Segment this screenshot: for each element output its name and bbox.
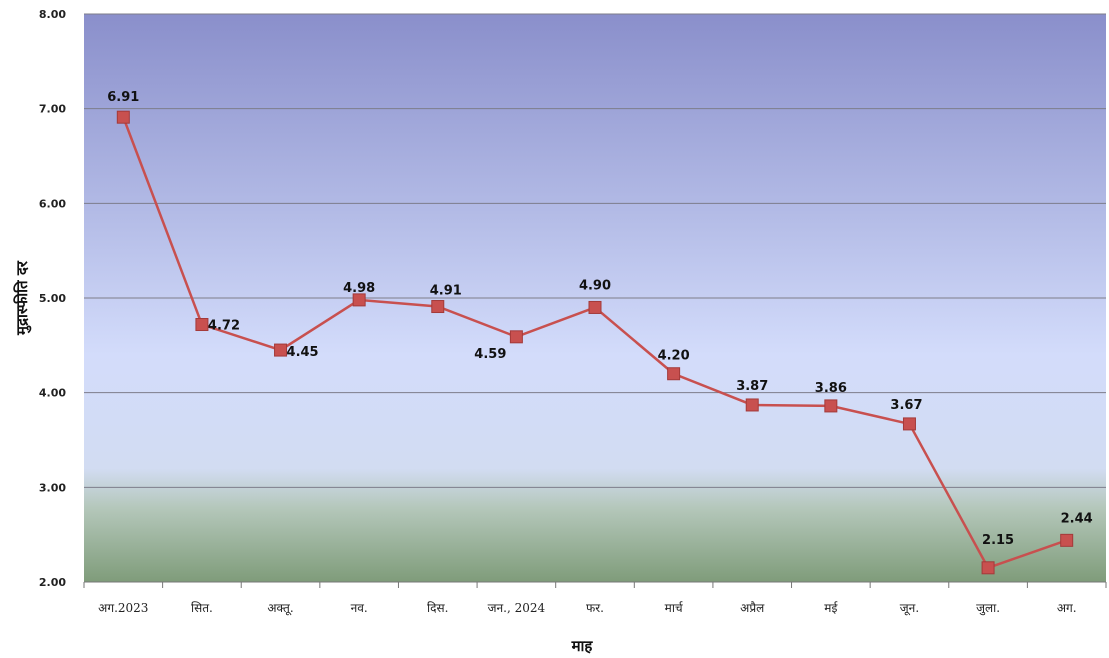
y-axis-title: मुद्रास्फीति दर [13,260,32,336]
data-point-marker [431,300,445,314]
y-tick-label: 7.00 [39,103,66,116]
data-labels: 6.91 4.72 4.45 4.98 4.91 4.59 4.90 4.20 3.87 3.86… [107,90,1092,548]
y-tick-label: 4.00 [39,387,66,400]
x-tick-label: जून. [900,601,919,616]
data-point-marker [1060,533,1074,547]
data-label: 4.59 [474,347,506,362]
y-tick-label: 6.00 [39,197,66,210]
data-label: 2.15 [982,533,1014,548]
x-tick-label: जुला. [976,601,1000,616]
y-tick-label: 3.00 [39,481,66,494]
data-label: 6.91 [107,90,139,105]
data-point-marker [116,110,130,124]
x-tick-label: अप्रैल [740,601,765,615]
grid-lines [84,13,1106,488]
x-tick-label: नव. [351,601,368,615]
x-axis-title: माह [571,637,594,655]
data-label: 4.72 [208,319,240,334]
data-label: 4.91 [430,284,462,299]
data-point-marker [274,343,288,357]
data-point-marker [509,330,523,344]
data-point-marker [745,398,759,412]
x-tick-label: अक्तू. [267,601,293,616]
y-tick-label: 8.00 [39,8,66,21]
data-label: 4.98 [343,281,375,296]
x-tick-label: सित. [191,601,213,615]
x-tick-label: फर. [586,601,604,615]
x-axis: अग.2023 सित. अक्तू. नव. दिस. जन., 2024 फर. मार्… [83,581,1107,616]
data-point-marker [195,318,209,332]
y-tick-label: 2.00 [39,576,66,589]
data-label: 3.86 [815,381,847,396]
data-label: 4.20 [658,349,690,364]
data-point-marker [902,417,916,431]
data-point-marker [667,367,681,381]
data-point-marker [588,300,602,314]
y-tick-label: 5.00 [39,292,66,305]
data-label: 4.45 [287,345,319,360]
data-label: 2.44 [1061,511,1093,526]
data-label: 4.90 [579,278,611,293]
x-tick-label: मार्च [665,601,684,615]
data-label: 3.67 [890,398,922,413]
data-point-marker [981,561,995,575]
data-label: 3.87 [736,379,768,394]
x-tick-label: मई [824,601,838,615]
x-tick-label: अग. [1057,601,1077,615]
data-markers [116,110,1074,575]
data-point-marker [824,399,838,413]
x-tick-label: जन., 2024 [488,601,546,615]
data-point-marker [352,293,366,307]
x-tick-label: दिस. [427,601,448,615]
y-axis: 2.00 3.00 4.00 5.00 6.00 7.00 8.00 [39,8,66,589]
x-tick-label: अग.2023 [98,601,148,615]
